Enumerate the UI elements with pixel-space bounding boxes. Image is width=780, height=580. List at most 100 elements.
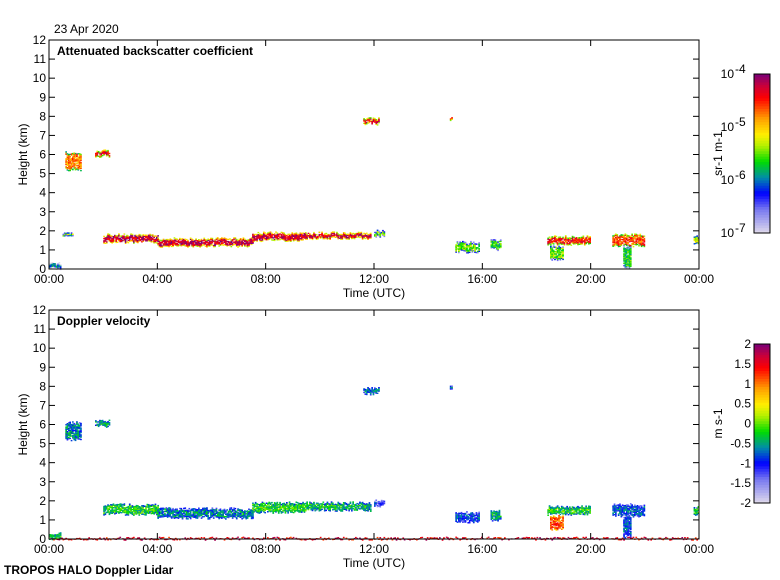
data-cell bbox=[551, 521, 554, 523]
data-cell bbox=[628, 257, 631, 260]
data-cell bbox=[158, 508, 161, 510]
data-cell bbox=[130, 505, 132, 507]
data-cell bbox=[353, 504, 356, 506]
data-cell bbox=[319, 503, 322, 505]
data-cell bbox=[173, 516, 176, 518]
data-cell bbox=[108, 423, 111, 425]
data-cell bbox=[495, 515, 498, 518]
data-cell bbox=[206, 514, 208, 516]
data-cell bbox=[620, 505, 623, 508]
data-cell bbox=[449, 118, 452, 120]
data-cell bbox=[192, 246, 195, 248]
data-cell bbox=[78, 156, 81, 158]
data-cell bbox=[338, 509, 341, 511]
data-cell bbox=[317, 235, 319, 238]
data-cell bbox=[135, 241, 138, 243]
data-cell bbox=[493, 246, 495, 248]
data-cell bbox=[216, 243, 219, 245]
data-cell bbox=[631, 513, 633, 515]
data-cell bbox=[288, 240, 291, 242]
data-cell bbox=[627, 258, 629, 261]
data-cell bbox=[74, 166, 77, 169]
data-cell bbox=[245, 241, 248, 243]
data-cell bbox=[298, 504, 300, 506]
data-cell bbox=[361, 508, 364, 510]
data-cell bbox=[162, 515, 165, 518]
data-cell bbox=[466, 516, 468, 518]
data-cell bbox=[490, 247, 493, 249]
data-cell bbox=[166, 243, 169, 245]
data-cell bbox=[142, 239, 145, 241]
data-cell bbox=[625, 505, 628, 507]
data-cell bbox=[105, 237, 108, 240]
data-cell bbox=[490, 246, 493, 248]
data-cell bbox=[76, 434, 78, 437]
data-cell bbox=[551, 509, 554, 512]
data-cell bbox=[252, 514, 254, 516]
data-cell bbox=[277, 512, 280, 514]
data-cell bbox=[458, 249, 460, 251]
data-cell bbox=[248, 245, 250, 247]
data-cell bbox=[276, 233, 279, 235]
data-cell bbox=[560, 242, 563, 244]
data-cell bbox=[78, 428, 81, 430]
colorbar-cell bbox=[754, 172, 770, 176]
data-cell bbox=[558, 523, 560, 526]
data-cell bbox=[179, 539, 181, 541]
data-cell bbox=[571, 511, 574, 514]
data-cell bbox=[238, 239, 241, 242]
data-cell bbox=[142, 240, 145, 242]
data-cell bbox=[615, 508, 617, 511]
data-cell bbox=[126, 511, 128, 513]
data-cell bbox=[628, 235, 631, 237]
data-feature bbox=[449, 117, 453, 122]
data-cell bbox=[66, 154, 69, 156]
data-cell bbox=[215, 514, 218, 517]
data-cell bbox=[172, 242, 174, 244]
data-cell bbox=[265, 235, 268, 238]
data-cell bbox=[185, 510, 188, 513]
data-cell bbox=[231, 512, 234, 515]
data-cell bbox=[72, 158, 74, 160]
data-cell bbox=[198, 513, 200, 515]
data-cell bbox=[551, 236, 554, 238]
data-cell bbox=[319, 234, 322, 236]
data-cell bbox=[204, 508, 207, 511]
data-cell bbox=[499, 515, 502, 518]
data-cell bbox=[694, 512, 697, 514]
data-cell bbox=[222, 511, 224, 514]
data-cell bbox=[280, 235, 283, 237]
data-cell bbox=[133, 514, 135, 516]
data-cell bbox=[368, 233, 371, 236]
data-cell bbox=[569, 507, 571, 509]
data-cell bbox=[170, 512, 173, 514]
data-cell bbox=[340, 509, 342, 511]
data-cell bbox=[226, 240, 229, 243]
data-cell bbox=[131, 238, 134, 240]
data-cell bbox=[66, 435, 69, 437]
data-cell bbox=[268, 510, 271, 512]
data-cell bbox=[160, 242, 162, 244]
data-cell bbox=[623, 513, 625, 515]
data-cell bbox=[624, 234, 627, 236]
data-cell bbox=[104, 508, 107, 511]
data-cell bbox=[468, 519, 471, 522]
data-cell bbox=[325, 505, 327, 507]
data-cell bbox=[356, 502, 359, 505]
data-cell bbox=[143, 512, 146, 515]
data-cell bbox=[642, 510, 644, 513]
data-cell bbox=[629, 513, 632, 515]
data-cell bbox=[193, 244, 196, 246]
data-cell bbox=[374, 117, 376, 120]
data-cell bbox=[119, 536, 122, 538]
data-cell bbox=[271, 505, 273, 507]
data-cell bbox=[360, 236, 363, 238]
data-cell bbox=[306, 505, 308, 508]
data-cell bbox=[134, 234, 136, 237]
data-cell bbox=[291, 232, 294, 234]
data-cell bbox=[127, 509, 130, 511]
data-cell bbox=[288, 502, 291, 505]
data-cell bbox=[625, 511, 628, 513]
data-cell bbox=[212, 240, 215, 242]
data-cell bbox=[558, 520, 560, 522]
